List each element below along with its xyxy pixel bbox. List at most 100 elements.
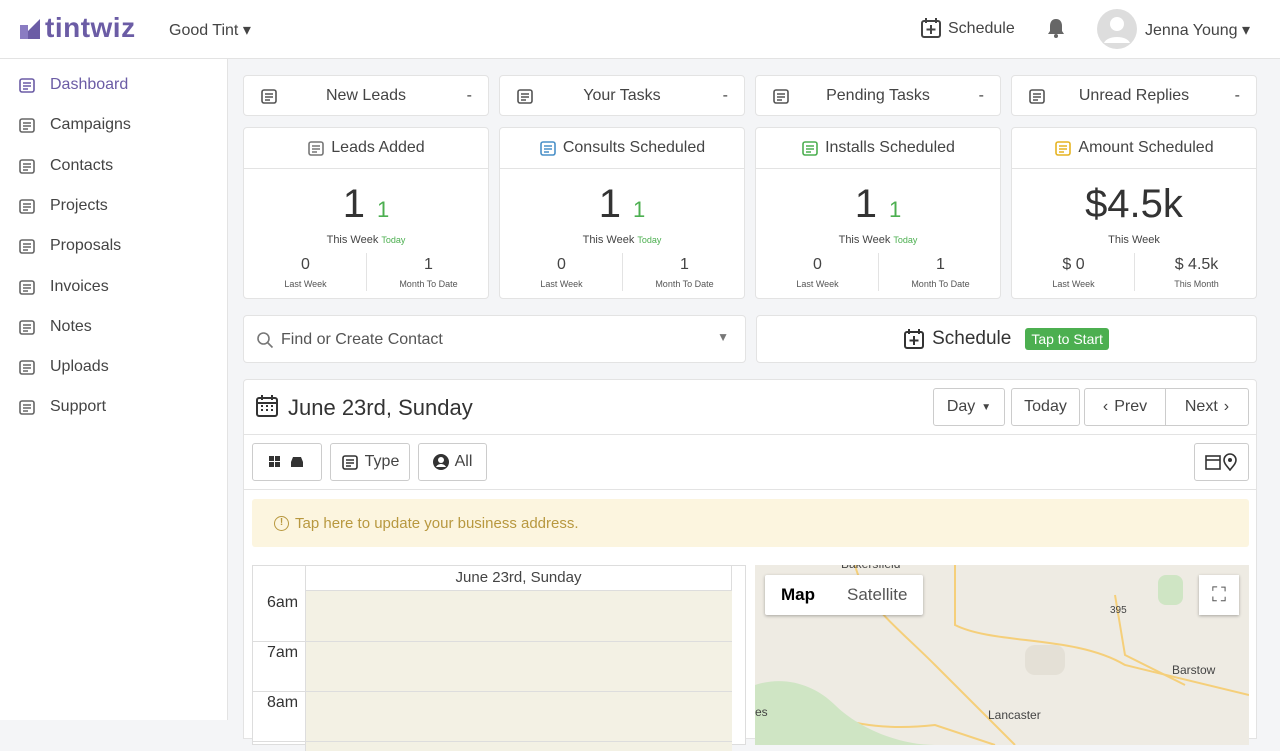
stat-main: 1 bbox=[854, 182, 877, 226]
quick-card[interactable]: New Leads - bbox=[243, 75, 489, 116]
nav-label: Projects bbox=[50, 196, 108, 214]
stat-today-label: Today bbox=[637, 235, 662, 245]
stat-title: Installs Scheduled bbox=[825, 139, 955, 156]
user-menu[interactable]: Jenna Young ▾ bbox=[1145, 22, 1251, 39]
today-button[interactable]: Today bbox=[1011, 388, 1080, 426]
stat-left: 0 bbox=[813, 256, 822, 273]
nav-icon bbox=[18, 76, 36, 94]
logo-icon bbox=[20, 19, 40, 39]
divider bbox=[878, 253, 879, 291]
prev-label: Prev bbox=[1114, 398, 1148, 415]
nav-item[interactable]: Support bbox=[18, 398, 106, 416]
stat-right: 1 bbox=[424, 256, 433, 273]
calendar-date: June 23rd, Sunday bbox=[288, 395, 473, 420]
quick-card[interactable]: Your Tasks - bbox=[499, 75, 745, 116]
nav-label: Support bbox=[50, 398, 107, 416]
filter-label: All bbox=[454, 453, 473, 470]
stat-period: This Week bbox=[582, 234, 635, 246]
stat-right: 1 bbox=[936, 256, 945, 273]
quick-label: Your Tasks bbox=[583, 87, 661, 104]
stat-card: Leads Added 1 1 This Week Today 0 Last Week 1 Mo… bbox=[243, 127, 489, 299]
all-filter[interactable]: All bbox=[418, 443, 487, 481]
nav-item[interactable]: Notes bbox=[18, 318, 92, 336]
nav-item[interactable]: Proposals bbox=[18, 237, 121, 255]
stat-today-label: Today bbox=[381, 235, 406, 245]
quick-value: - bbox=[466, 87, 472, 104]
nav-item[interactable]: Campaigns bbox=[18, 116, 131, 134]
nav-icon bbox=[18, 157, 36, 175]
schedule-icon bbox=[904, 329, 925, 349]
divider bbox=[244, 489, 1256, 490]
next-button[interactable]: Next › bbox=[1165, 388, 1249, 426]
view-select[interactable]: Day ▼ bbox=[933, 388, 1005, 426]
sidebar: Dashboard Campaigns Contacts Projects Propos… bbox=[0, 59, 228, 720]
nav-icon bbox=[18, 318, 36, 336]
nav-label: Campaigns bbox=[50, 116, 131, 134]
fullscreen-button[interactable]: ⛶ bbox=[1199, 575, 1239, 615]
view-label: Day bbox=[946, 398, 976, 415]
bell-icon[interactable] bbox=[1046, 17, 1066, 39]
prev-button[interactable]: ‹ Prev bbox=[1084, 388, 1166, 426]
nav-item[interactable]: Uploads bbox=[18, 358, 109, 376]
stat-icon bbox=[307, 139, 325, 157]
hour-label: 8am bbox=[267, 694, 299, 711]
contact-search[interactable]: Find or Create Contact ▼ bbox=[243, 315, 746, 363]
map-place: Lancaster bbox=[988, 708, 1041, 722]
header-schedule[interactable]: Schedule bbox=[948, 20, 1015, 37]
address-notice[interactable]: ! Tap here to update your business addres… bbox=[252, 499, 1249, 547]
vehicle-icon bbox=[267, 454, 307, 470]
stat-main-row: $4.5k bbox=[1012, 182, 1256, 227]
company-menu[interactable]: Good Tint ▾ bbox=[169, 22, 251, 39]
type-icon bbox=[341, 453, 359, 471]
quick-value: - bbox=[1234, 87, 1240, 104]
day-view: June 23rd, Sunday 6am 7am 8am bbox=[252, 565, 746, 751]
vehicle-filter[interactable] bbox=[252, 443, 322, 481]
divider bbox=[622, 253, 623, 291]
quick-card[interactable]: Pending Tasks - bbox=[755, 75, 1001, 116]
nav-label: Proposals bbox=[50, 237, 122, 255]
nav-label: Invoices bbox=[50, 277, 109, 295]
stat-right-label: Month To Date bbox=[399, 279, 458, 289]
stat-period: This Week bbox=[838, 234, 891, 246]
stat-header: Consults Scheduled bbox=[500, 128, 744, 169]
quick-card[interactable]: Unread Replies - bbox=[1011, 75, 1257, 116]
stat-today-label: Today bbox=[893, 235, 918, 245]
stat-today: 1 bbox=[889, 197, 902, 222]
map-pin-icon bbox=[1204, 453, 1239, 471]
brand: tintwiz bbox=[45, 12, 136, 43]
dropdown-caret: ▼ bbox=[717, 330, 729, 344]
hour-line bbox=[253, 691, 732, 692]
stat-main: 1 bbox=[342, 182, 365, 226]
stat-icon bbox=[539, 139, 557, 157]
quick-label: Unread Replies bbox=[1078, 87, 1190, 104]
stat-left-label: Last Week bbox=[284, 279, 327, 289]
map-tab[interactable]: Satellite bbox=[847, 585, 908, 604]
quick-value: - bbox=[722, 87, 728, 104]
calendar-icon bbox=[256, 395, 278, 422]
company-name: Good Tint bbox=[169, 22, 239, 39]
nav-item[interactable]: Dashboard bbox=[18, 76, 128, 94]
avatar[interactable] bbox=[1097, 9, 1137, 49]
quick-label: New Leads bbox=[325, 87, 407, 104]
map-tab[interactable]: Map bbox=[781, 585, 815, 604]
stat-period: This Week bbox=[326, 234, 379, 246]
nav-item[interactable]: Projects bbox=[18, 197, 108, 215]
quick-icon bbox=[772, 87, 790, 110]
type-filter[interactable]: Type bbox=[330, 443, 410, 481]
user-name: Jenna Young bbox=[1145, 22, 1238, 39]
stat-today: 1 bbox=[633, 197, 646, 222]
caret: ▼ bbox=[981, 401, 992, 413]
nav-item[interactable]: Invoices bbox=[18, 278, 109, 296]
schedule-icon bbox=[921, 18, 941, 38]
schedule-button[interactable]: Schedule Tap to Start bbox=[756, 315, 1257, 363]
quick-icon bbox=[516, 87, 534, 110]
map-toggle[interactable] bbox=[1194, 443, 1249, 481]
stat-today: 1 bbox=[377, 197, 390, 222]
nav-icon bbox=[18, 116, 36, 134]
stat-left: 0 bbox=[301, 256, 310, 273]
stat-left-label: Last Week bbox=[540, 279, 583, 289]
nav-item[interactable]: Contacts bbox=[18, 157, 113, 175]
stat-period-row: This Week Today bbox=[500, 234, 744, 246]
